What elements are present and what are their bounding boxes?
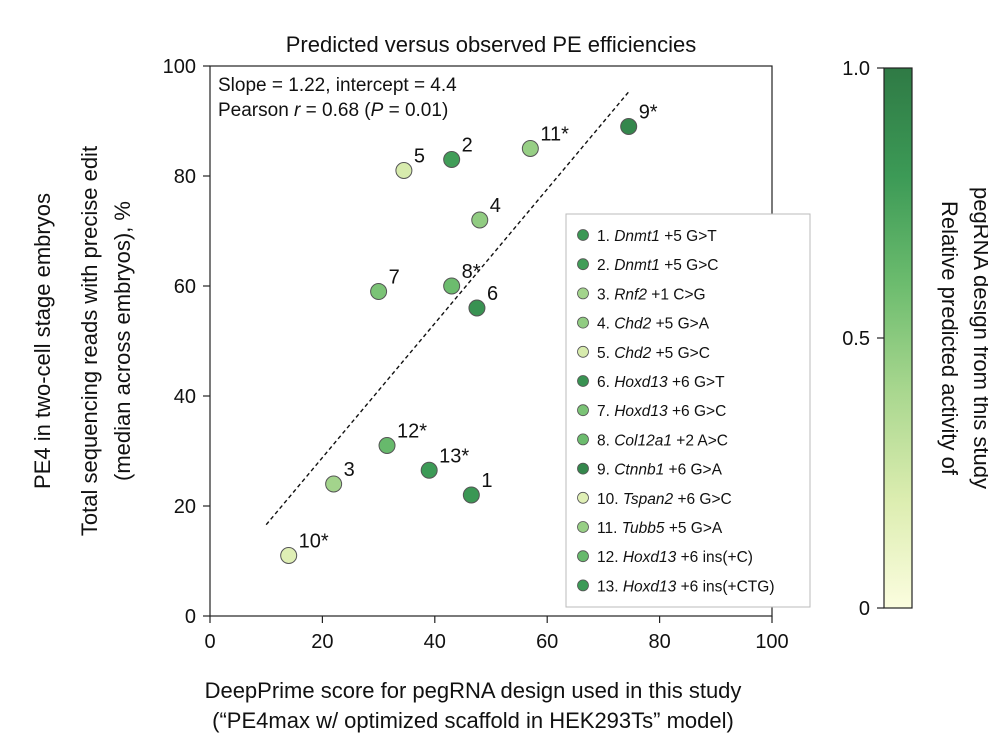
- legend-marker: [577, 258, 589, 271]
- legend-entry: 13. Hoxd13 +6 ins(+CTG): [597, 578, 775, 595]
- y-tick-label: 80: [174, 166, 196, 188]
- data-point-label: 6: [487, 283, 498, 305]
- legend-marker: [577, 229, 589, 241]
- y-tick-label: 0: [185, 606, 196, 628]
- data-point-7: [370, 283, 388, 300]
- legend-marker: [577, 433, 589, 446]
- legend-entry: 8. Col12a1 +2 A>C: [597, 432, 728, 449]
- legend-marker: [577, 404, 589, 417]
- legend-box: [565, 213, 811, 608]
- data-point-label: 11*: [540, 124, 569, 146]
- data-point-label: 1: [481, 470, 492, 492]
- data-point-label: 8*: [462, 261, 481, 283]
- data-point-10-star: [280, 547, 298, 564]
- legend-entry: 2. Dnmt1 +5 G>C: [597, 257, 718, 274]
- colorbar-label-line2: pegRNA design from this study: [969, 187, 988, 489]
- legend-marker: [577, 287, 589, 300]
- data-point-2: [443, 151, 461, 168]
- data-point-label: 2: [462, 135, 473, 157]
- legend-entry: 9. Ctnnb1 +6 G>A: [597, 462, 723, 479]
- legend-entry: 7. Hoxd13 +6 G>C: [597, 403, 726, 420]
- legend-entry: 6. Hoxd13 +6 G>T: [597, 374, 725, 391]
- chart-title: Predicted versus observed PE efficiencie…: [286, 32, 696, 57]
- colorbar-tick-label: 0.5: [842, 328, 870, 350]
- x-tick-label: 100: [755, 631, 788, 653]
- legend-marker: [577, 375, 589, 387]
- legend-marker: [577, 579, 589, 592]
- data-point-12-star: [378, 437, 396, 454]
- data-point-label: 4: [490, 195, 501, 217]
- data-point-label: 13*: [439, 445, 469, 467]
- x-tick-label: 40: [424, 631, 446, 653]
- legend-marker: [577, 550, 589, 563]
- data-point-label: 7: [389, 267, 400, 289]
- x-tick-label: 20: [311, 631, 333, 653]
- colorbar: [883, 67, 913, 609]
- x-tick-label: 80: [648, 631, 670, 653]
- data-point-label: 9*: [639, 102, 658, 124]
- legend-marker: [577, 491, 589, 504]
- y-tick-label: 100: [163, 56, 196, 78]
- data-point-4: [471, 211, 489, 229]
- data-point-label: 12*: [397, 421, 427, 443]
- y-tick-label: 60: [174, 276, 196, 298]
- colorbar-label-line1: Relative predicted activity of: [937, 201, 962, 476]
- data-point-6: [468, 299, 486, 317]
- y-axis-label-line1: PE4 in two-cell stage embryos: [30, 193, 55, 489]
- legend-marker: [577, 345, 589, 358]
- x-tick-label: 60: [536, 631, 558, 653]
- legend-marker: [577, 521, 589, 533]
- legend-entry: 3. Rnf2 +1 C>G: [597, 286, 706, 303]
- legend-marker: [577, 462, 589, 475]
- x-axis-label-line1: DeepPrime score for pegRNA design used i…: [205, 678, 742, 703]
- legend-entry: 12. Hoxd13 +6 ins(+C): [597, 549, 753, 566]
- legend-entry: 11. Tubb5 +5 G>A: [597, 520, 723, 537]
- data-point-13-star: [420, 461, 438, 479]
- colorbar-tick-label: 1.0: [842, 58, 870, 80]
- data-point-8-star: [443, 277, 461, 295]
- x-tick-label: 0: [204, 631, 215, 653]
- data-point-1: [462, 486, 480, 504]
- data-point-label: 5: [414, 146, 425, 168]
- legend-entry: 5. Chd2 +5 G>C: [597, 345, 710, 362]
- y-axis-label-line2: Total sequencing reads with precise edit: [77, 146, 102, 536]
- legend-entry: 4. Chd2 +5 G>A: [597, 316, 710, 333]
- data-point-5: [395, 162, 413, 179]
- data-point-9-star: [620, 118, 638, 135]
- data-point-label: 10*: [299, 531, 329, 553]
- stats-slope-intercept: Slope = 1.22, intercept = 4.4: [218, 75, 457, 96]
- data-point-11-star: [521, 140, 539, 157]
- regression-line: [265, 91, 630, 526]
- legend-entry: 1. Dnmt1 +5 G>T: [597, 228, 717, 245]
- legend-marker: [577, 316, 589, 329]
- y-axis-label-line3: (median across embryos), %: [110, 201, 135, 481]
- data-point-3: [325, 475, 343, 493]
- legend-entry: 10. Tspan2 +6 G>C: [597, 491, 732, 508]
- colorbar-tick-label: 0: [859, 598, 870, 620]
- stats-pearson: Pearson r = 0.68 (P = 0.01): [218, 100, 448, 121]
- data-point-label: 3: [344, 459, 355, 481]
- x-axis-label-line2: (“PE4max w/ optimized scaffold in HEK293…: [212, 708, 734, 733]
- y-tick-label: 20: [174, 496, 196, 518]
- y-tick-label: 40: [174, 386, 196, 408]
